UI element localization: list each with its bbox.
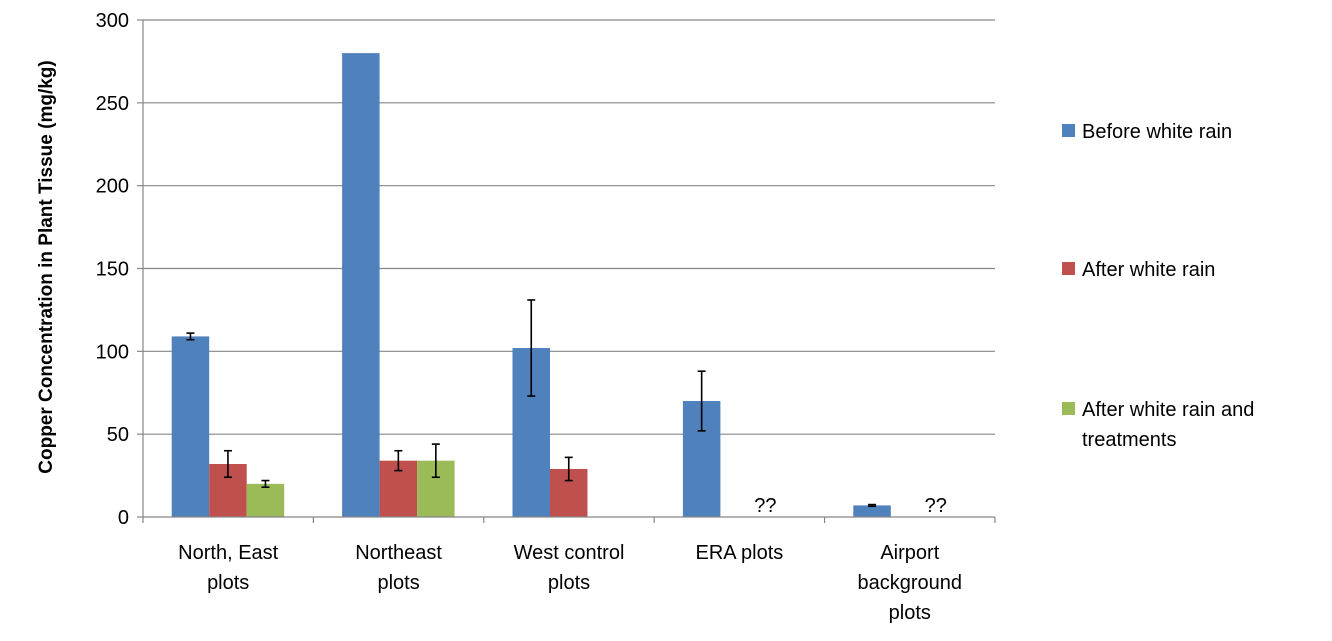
y-tick-label: 100 [96,341,129,363]
x-category-label: Airport [880,542,939,564]
x-category-label: background [858,572,963,594]
legend-swatch [1062,262,1075,275]
y-tick-label: 250 [96,93,129,115]
y-axis-label: Copper Concentration in Plant Tissue (mg… [36,60,57,473]
x-category-label: Northeast [355,542,442,564]
legend-label: treatments [1082,429,1176,451]
x-category-label: ERA plots [695,542,783,564]
bar [171,336,210,517]
y-tick-label: 200 [96,176,129,198]
y-tick-label: 300 [96,10,129,32]
legend-label: After white rain [1082,259,1215,281]
legend-swatch [1062,402,1075,415]
legend-label: After white rain and [1082,399,1254,421]
x-category-label: plots [377,572,419,594]
x-category-label: plots [207,572,249,594]
bar [246,483,285,517]
legend-swatch [1062,124,1075,137]
legend-label: Before white rain [1082,121,1232,143]
y-tick-label: 150 [96,259,129,281]
x-category-label: plots [548,572,590,594]
bar [342,53,380,518]
x-category-label: West control [514,542,625,564]
bar [853,505,891,517]
no-data-annotation: ?? [754,495,776,517]
y-tick-label: 50 [107,424,129,446]
x-category-label: plots [889,602,931,624]
no-data-annotation: ?? [925,495,947,517]
y-tick-label: 0 [118,507,129,529]
x-category-label: North, East [178,542,278,564]
